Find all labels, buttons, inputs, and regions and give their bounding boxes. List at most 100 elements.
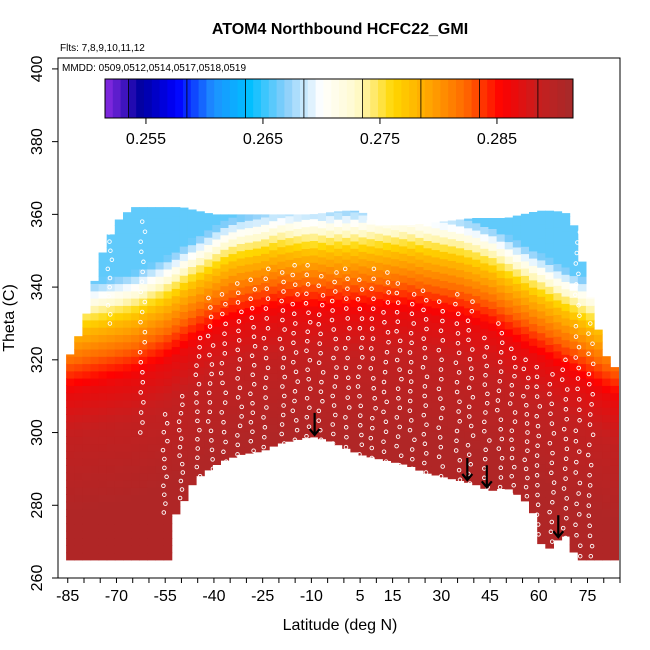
field-cell (431, 336, 441, 345)
flight-marker (440, 309, 445, 314)
field-cell (90, 530, 100, 539)
field-cell (106, 458, 116, 466)
flight-marker (576, 271, 581, 277)
field-cell (123, 341, 132, 350)
field-cell (317, 307, 327, 316)
flight-marker (237, 423, 243, 429)
field-cell (423, 400, 433, 409)
field-cell (147, 276, 156, 285)
field-cell (334, 270, 343, 278)
flight-marker (574, 533, 579, 538)
flight-marker (342, 266, 348, 272)
field-cell (342, 375, 351, 384)
field-cell (277, 399, 286, 408)
field-cell (358, 302, 368, 311)
field-cell (228, 355, 238, 364)
field-cell (529, 418, 538, 426)
field-cell (577, 290, 587, 299)
field-cell (569, 522, 579, 531)
flight-marker (207, 409, 213, 415)
field-cell (488, 337, 498, 346)
field-cell (326, 360, 335, 369)
field-cell (155, 239, 165, 248)
flight-marker (318, 331, 323, 337)
flight-marker (512, 464, 517, 470)
field-cell (366, 267, 376, 276)
field-cell (553, 278, 563, 286)
field-cell (147, 494, 156, 503)
flight-marker (304, 395, 310, 401)
field-cell (66, 354, 75, 357)
flight-marker (263, 385, 268, 390)
field-cell (382, 424, 392, 432)
field-cell (545, 453, 554, 462)
field-cell (106, 465, 116, 474)
field-cell (512, 465, 522, 473)
field-cell (66, 443, 75, 452)
field-cell (610, 487, 619, 495)
flight-marker (384, 349, 390, 355)
flight-marker (210, 457, 215, 462)
field-cell (252, 422, 262, 431)
flight-marker (357, 306, 363, 312)
colorbar-cell (136, 79, 145, 118)
field-cell (236, 381, 246, 390)
flight-marker (456, 350, 462, 356)
field-cell (196, 402, 205, 411)
field-cell (350, 248, 360, 257)
colorbar-cell (222, 79, 231, 118)
flight-marker (436, 347, 442, 353)
field-cell (187, 433, 197, 442)
field-cell (277, 268, 286, 277)
field-cell (585, 494, 595, 503)
field-cell (431, 249, 441, 258)
field-cell (317, 380, 327, 389)
field-cell (577, 298, 587, 306)
field-cell (204, 244, 213, 253)
field-cell (520, 486, 530, 495)
field-cell (602, 516, 611, 525)
field-cell (171, 506, 181, 515)
field-cell (553, 321, 563, 330)
field-cell (431, 445, 441, 454)
field-cell (212, 355, 221, 364)
field-cell (131, 501, 140, 510)
field-cell (114, 508, 124, 517)
field-cell (350, 255, 360, 264)
field-cell (610, 378, 619, 386)
field-cell (585, 516, 595, 525)
field-cell (439, 273, 449, 281)
field-cell (447, 260, 457, 269)
field-cell (504, 234, 514, 243)
field-cell (399, 325, 408, 334)
field-cell (415, 419, 424, 427)
field-cell (309, 247, 319, 256)
field-cell (455, 284, 465, 292)
x-tick-label: -55 (154, 588, 177, 605)
field-cell (277, 406, 286, 415)
field-cell (90, 305, 100, 314)
field-cell (610, 436, 619, 445)
field-cell (66, 487, 75, 495)
field-cell (179, 289, 189, 298)
field-cell (455, 334, 465, 343)
field-cell (212, 449, 221, 458)
flight-marker (409, 340, 414, 346)
field-cell (464, 344, 473, 352)
field-cell (147, 290, 156, 299)
colorbar-cell (229, 79, 239, 118)
field-cell (147, 458, 156, 466)
flight-marker (590, 392, 595, 397)
field-cell (561, 492, 571, 501)
field-cell (171, 331, 181, 340)
colorbar-cell (424, 79, 434, 118)
field-cell (196, 315, 205, 324)
field-cell (196, 293, 205, 302)
field-cell (464, 402, 473, 411)
field-cell (187, 390, 197, 398)
field-cell (163, 298, 173, 306)
field-cell (358, 360, 368, 369)
field-cell (163, 312, 173, 321)
field-cell (66, 545, 75, 554)
field-cell (594, 508, 603, 517)
